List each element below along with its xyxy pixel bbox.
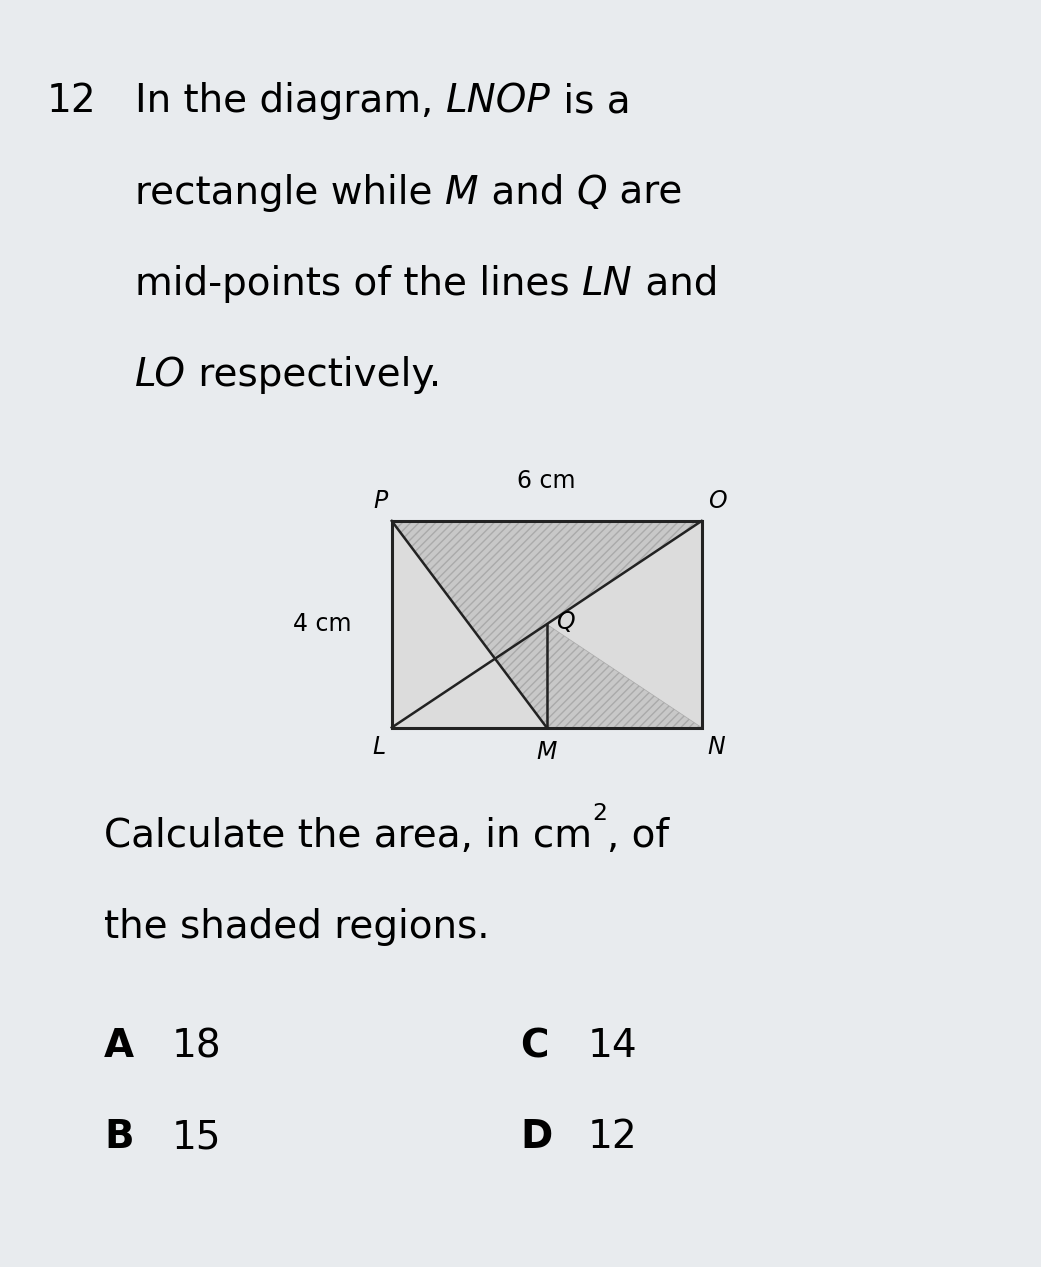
Text: L: L [373, 735, 385, 759]
Polygon shape [391, 521, 702, 727]
Text: 12: 12 [47, 82, 97, 120]
Text: B: B [104, 1119, 133, 1157]
Text: 14: 14 [588, 1028, 638, 1066]
Text: is a: is a [551, 82, 631, 120]
Text: M: M [536, 740, 557, 764]
Text: and: and [479, 174, 577, 212]
Polygon shape [547, 625, 702, 727]
Text: N: N [708, 735, 726, 759]
Text: LNOP: LNOP [446, 82, 551, 120]
Text: 6 cm: 6 cm [517, 469, 576, 493]
Text: rectangle while: rectangle while [135, 174, 446, 212]
Text: 15: 15 [172, 1119, 222, 1157]
Text: P: P [374, 489, 387, 513]
Text: 2: 2 [592, 802, 607, 825]
Text: 4 cm: 4 cm [293, 612, 352, 636]
Text: respectively.: respectively. [186, 356, 441, 394]
Text: 18: 18 [172, 1028, 222, 1066]
Text: O: O [708, 489, 727, 513]
Text: 12: 12 [588, 1119, 638, 1157]
Text: mid-points of the lines: mid-points of the lines [135, 265, 582, 303]
Text: , of: , of [607, 817, 669, 855]
Text: Q: Q [556, 609, 575, 634]
Text: D: D [520, 1119, 553, 1157]
Text: M: M [446, 174, 479, 212]
Text: and: and [633, 265, 718, 303]
Text: Calculate the area, in cm: Calculate the area, in cm [104, 817, 592, 855]
Text: are: are [607, 174, 683, 212]
Text: Q: Q [577, 174, 607, 212]
Text: In the diagram,: In the diagram, [135, 82, 446, 120]
Text: C: C [520, 1028, 549, 1066]
Polygon shape [391, 521, 702, 727]
Text: LN: LN [582, 265, 633, 303]
Text: A: A [104, 1028, 134, 1066]
Text: the shaded regions.: the shaded regions. [104, 908, 489, 946]
Text: LO: LO [135, 356, 186, 394]
